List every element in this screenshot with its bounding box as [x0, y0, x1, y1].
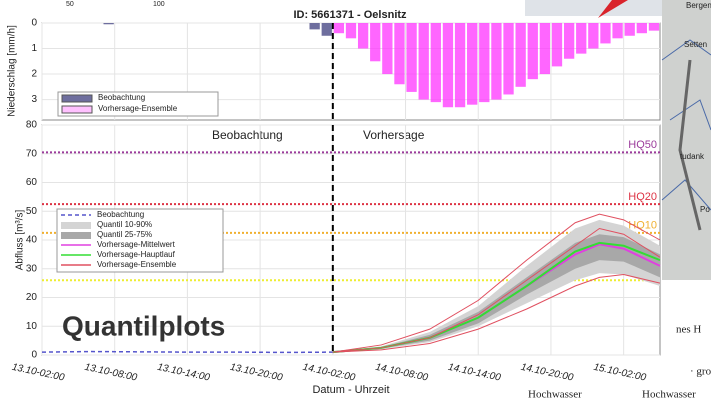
bar	[600, 23, 611, 44]
bar	[527, 23, 538, 80]
x-tick-label: 14.10-14:00	[447, 362, 502, 384]
threshold-label: HQ20	[628, 191, 657, 203]
bar	[357, 23, 369, 49]
legend-label: Quantil 25-75%	[97, 230, 152, 239]
legend-label: Beobachtung	[97, 210, 144, 219]
y-axis-label: Abfluss [m³/s]	[15, 210, 26, 271]
side-text: nes H	[676, 324, 701, 336]
x-tick-label: 15.10-02:00	[592, 362, 647, 384]
x-axis-label: Datum - Uhrzeit	[312, 384, 389, 396]
chart-title: ID: 5661371 - Oelsnitz	[293, 9, 407, 21]
x-tick-label: 14.10-02:00	[302, 362, 357, 384]
y-tick-label: 60	[26, 177, 38, 188]
y-tick-label: 40	[26, 235, 38, 246]
bar	[551, 23, 563, 67]
bar	[612, 23, 623, 39]
y-tick-label: 2	[31, 69, 37, 80]
side-text: Hochwasser	[528, 389, 582, 401]
bar	[636, 23, 647, 34]
legend-label: Vorhersage-Ensemble	[97, 260, 177, 269]
y-tick-label: 10	[26, 321, 38, 332]
bar	[479, 23, 490, 103]
map-label: Setten	[684, 40, 707, 49]
y-tick-label: 0	[31, 18, 37, 29]
x-tick-label: 13.10-08:00	[84, 362, 139, 384]
legend-swatch	[61, 222, 91, 229]
bar	[370, 23, 381, 62]
arrow	[598, 0, 628, 18]
y-axis-label: Niederschlag [mm/h]	[7, 25, 18, 117]
bar	[491, 23, 502, 100]
bar	[503, 23, 514, 95]
y-tick-label: 3	[31, 94, 37, 105]
bar	[309, 23, 320, 30]
legend-label: Vorhersage-Hauptlauf	[97, 250, 176, 259]
legend-label: Vorhersage-Mittelwert	[97, 240, 176, 249]
overlay-label: Quantilplots	[62, 310, 225, 341]
bar	[515, 23, 526, 87]
x-tick-label: 14.10-08:00	[374, 362, 429, 384]
bar	[539, 23, 551, 75]
legend-swatch	[61, 105, 93, 114]
ensemble-line	[332, 227, 661, 353]
y-tick-label: 30	[26, 263, 38, 274]
map-label: tudank	[680, 152, 705, 161]
x-tick-label: 13.10-20:00	[229, 362, 284, 384]
threshold-label: HQ10	[628, 220, 657, 232]
x-tick-label: 13.10-02:00	[11, 362, 66, 384]
side-text: · groß	[690, 366, 711, 378]
map-label: Bergen	[686, 1, 711, 10]
bar	[321, 23, 332, 36]
bar	[345, 23, 357, 39]
x-tick-label: 14.10-20:00	[520, 362, 575, 384]
bar	[103, 23, 114, 25]
annotation: Beobachtung	[212, 128, 283, 142]
bar	[454, 23, 466, 108]
bar	[333, 23, 345, 34]
legend-swatch	[61, 232, 91, 239]
bar	[467, 23, 478, 105]
x-tick-label: 13.10-14:00	[156, 362, 211, 384]
map-rivers	[661, 39, 711, 211]
map-label: Po	[700, 205, 710, 214]
y-tick-label: 20	[26, 292, 38, 303]
bar	[576, 23, 587, 54]
legend-label: Quantil 10-90%	[97, 220, 152, 229]
bar	[418, 23, 429, 100]
annotation: Vorhersage	[363, 128, 425, 142]
background-label: 50	[66, 1, 74, 8]
quantile-band	[332, 234, 660, 353]
bar	[588, 23, 599, 49]
legend-box	[56, 208, 224, 273]
y-tick-label: 70	[26, 148, 38, 159]
bar	[430, 23, 441, 103]
bar	[382, 23, 393, 75]
y-tick-label: 1	[31, 43, 37, 54]
bar	[406, 23, 417, 92]
map	[662, 0, 711, 280]
y-tick-label: 0	[31, 350, 37, 361]
map-top	[525, 0, 662, 16]
threshold-label: HQ50	[628, 139, 657, 151]
bar	[563, 23, 575, 59]
y-tick-label: 50	[26, 206, 38, 217]
map-border	[678, 59, 702, 231]
bar	[394, 23, 405, 85]
legend-label: Beobachtung	[98, 93, 145, 102]
y-tick-label: 80	[26, 120, 38, 131]
legend-swatch	[61, 94, 93, 103]
bar	[442, 23, 454, 108]
ensemble-line	[332, 273, 661, 353]
background-label: 100	[153, 1, 165, 8]
ensemble-line	[332, 213, 661, 353]
side-text: Hochwasser	[642, 389, 696, 401]
bar	[648, 23, 660, 31]
legend-label: Vorhersage-Ensemble	[98, 104, 178, 113]
bar	[624, 23, 635, 36]
